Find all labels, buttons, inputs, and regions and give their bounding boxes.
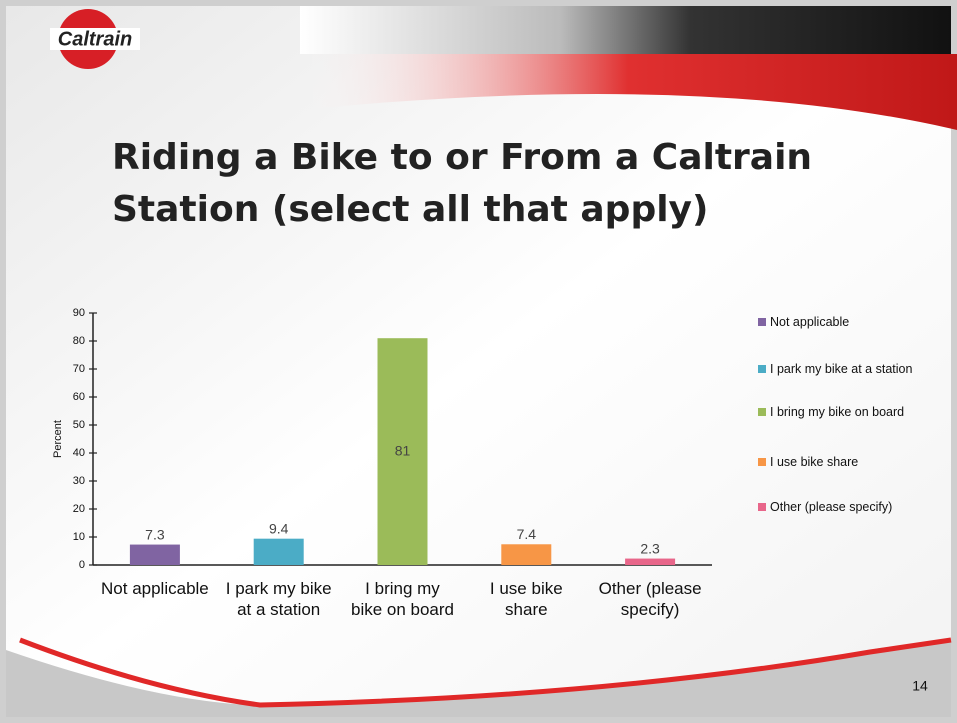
legend-swatch [758,318,766,326]
data-label: 7.4 [517,526,537,542]
y-tick-label: 70 [73,363,85,375]
legend-entry: I park my bike at a station [758,361,940,377]
top-swoosh [300,54,957,130]
bar [377,338,428,565]
bottom-swoosh [19,637,952,708]
legend-entry: Other (please specify) [758,499,940,515]
data-label: 9.4 [269,520,289,536]
legend-label: Not applicable [770,315,850,329]
legend-label: I park my bike at a station [770,362,913,376]
y-tick-label: 50 [73,419,85,431]
legend-entry: I use bike share [758,454,940,470]
y-tick-label: 0 [79,559,85,571]
bottom-band [6,640,951,717]
data-label: 7.3 [145,526,165,542]
y-tick-label: 40 [73,447,85,459]
x-tick-label: I use bike share [489,579,563,619]
bar [129,544,180,565]
y-tick-label: 90 [73,307,85,319]
x-tick-label: Other (please specify) [598,579,702,619]
logo-plate [50,28,140,50]
legend-entry: Not applicable [758,314,940,330]
y-tick-label: 10 [73,531,85,543]
x-tick-label: I park my bike at a station [225,579,332,619]
logo: Caltrain [58,28,132,50]
legend-entry: I bring my bike on board [758,404,940,420]
bar [501,544,552,565]
x-tick-label: I bring my bike on board [350,579,455,619]
legend-swatch [758,408,766,416]
bar [253,538,304,565]
legend-label: I use bike share [770,455,859,469]
legend-label: Other (please specify) [770,500,893,514]
slide-background [6,6,951,717]
y-tick-label: 30 [73,475,85,487]
top-band [300,6,951,54]
y-tick-label: 20 [73,503,85,515]
bar [625,558,676,565]
legend-label: I bring my bike on board [770,405,905,419]
y-tick-label: 60 [73,391,85,403]
legend-swatch [758,503,766,511]
x-tick-label: Not applicable [101,579,209,598]
data-label: 2.3 [640,540,660,556]
y-axis-label: Percent [52,420,64,458]
page-number: 14 [912,678,928,694]
chart-title: Riding a Bike to or From a Caltrain Stat… [112,137,813,230]
y-tick-label: 80 [73,335,85,347]
data-label: 81 [395,442,411,458]
legend-swatch [758,458,766,466]
legend-swatch [758,365,766,373]
